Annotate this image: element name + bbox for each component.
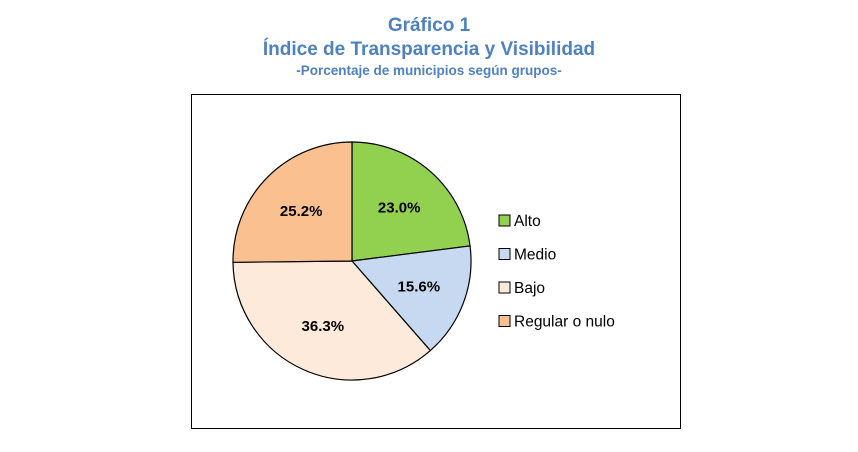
chart-title: Gráfico 1	[387, 15, 471, 36]
slice-labels: 23.0% 15.6% 36.3% 25.2%	[280, 199, 440, 335]
legend-label-alto: Alto	[514, 213, 541, 230]
chart-titles: Gráfico 1 Índice de Transparencia y Visi…	[0, 14, 858, 79]
legend-swatch-medio	[498, 248, 511, 260]
chart-subtitle: Índice de Transparencia y Visibilidad	[262, 39, 596, 60]
slice-label-medio: 15.6%	[398, 278, 441, 295]
legend-label-bajo: Bajo	[514, 280, 545, 297]
legend-swatch-bajo	[498, 281, 511, 294]
legend-swatch-regular-o-nulo	[498, 315, 511, 327]
legend: Alto Medio Bajo Regular o nulo	[498, 213, 615, 331]
pie-slice-alto	[351, 141, 471, 262]
pie-slice-medio	[350, 245, 472, 352]
pie-slice-bajo	[232, 260, 432, 381]
legend-label-regular-o-nulo: Regular o nulo	[514, 314, 615, 331]
pie-slice-regular-o-nulo	[232, 141, 353, 263]
legend-label-medio: Medio	[514, 247, 556, 264]
slice-label-regular-o-nulo: 25.2%	[280, 203, 323, 220]
pie-slices	[232, 141, 472, 381]
chart-caption: -Porcentaje de municipios según grupos-	[296, 63, 562, 78]
slice-label-alto: 23.0%	[378, 199, 421, 216]
slice-label-bajo: 36.3%	[302, 318, 345, 335]
legend-swatch-alto	[498, 214, 511, 227]
